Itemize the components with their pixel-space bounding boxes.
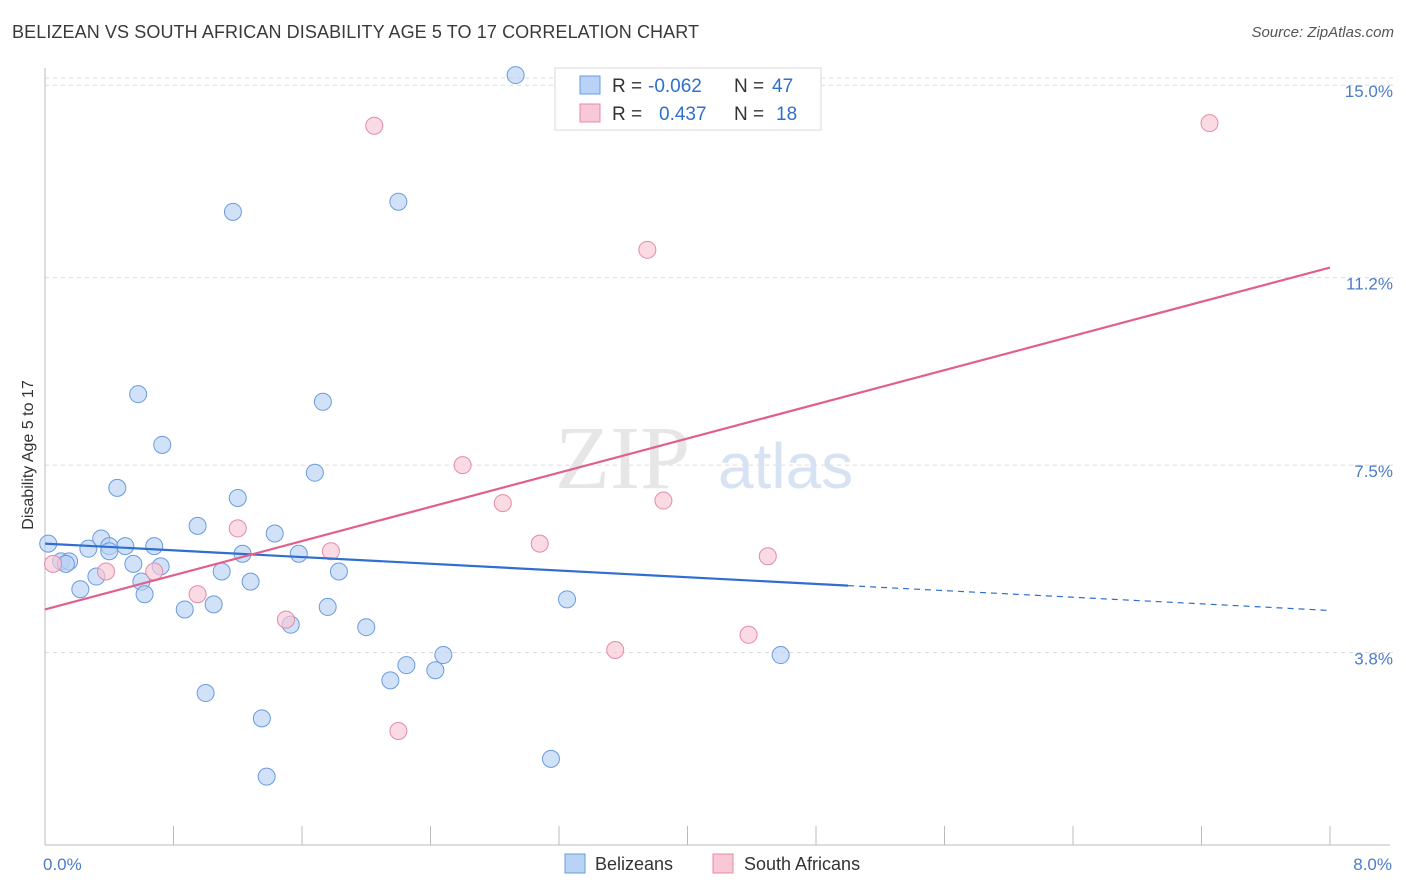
chart-title: BELIZEAN VS SOUTH AFRICAN DISABILITY AGE… [12, 22, 700, 42]
trend-line-south-africans [44, 266, 1331, 611]
data-point [228, 489, 247, 508]
data-point [313, 392, 332, 411]
legend-n-belizeans: 47 [772, 76, 793, 97]
x-tick-labels: 0.0% 8.0% [43, 855, 1392, 874]
watermark-atlas: atlas [718, 430, 853, 502]
data-point [305, 463, 324, 482]
data-point [145, 562, 164, 581]
data-point [558, 590, 577, 609]
data-point [606, 640, 625, 659]
y-tick-label: 15.0% [1345, 82, 1393, 101]
data-point [204, 595, 223, 614]
y-tick-label: 11.2% [1346, 275, 1393, 294]
correlation-legend: R = -0.062 N = 47 R = 0.437 N = 18 [554, 67, 822, 131]
data-point [541, 749, 560, 768]
data-point [223, 202, 242, 221]
data-point [1200, 114, 1219, 133]
data-point [252, 709, 271, 728]
legend-n-south-africans: 18 [776, 104, 797, 125]
data-point [108, 478, 127, 497]
data-point [97, 562, 116, 581]
data-point [79, 539, 98, 558]
legend-r-label: R = [612, 104, 642, 125]
trend-line-belizeans [44, 542, 849, 587]
data-point [357, 618, 376, 637]
data-point [321, 542, 340, 561]
data-point [153, 435, 172, 454]
data-point [276, 610, 295, 629]
data-point [212, 562, 231, 581]
y-tick-label: 7.5% [1354, 462, 1393, 481]
data-point [100, 542, 119, 561]
data-point [453, 456, 472, 475]
legend-n-label: N = [734, 76, 764, 97]
bottom-legend-south-africans: South Africans [744, 854, 860, 874]
data-point [506, 66, 525, 85]
data-point [71, 580, 90, 599]
x-tick-label: 0.0% [43, 855, 82, 874]
data-point [530, 534, 549, 553]
bottom-legend-swatch-south-africans [712, 853, 734, 874]
y-tick-label: 3.8% [1354, 650, 1393, 669]
data-point [44, 554, 63, 573]
data-point [318, 597, 337, 616]
data-point [365, 116, 384, 135]
trend-line-extension [848, 585, 1331, 612]
data-point [265, 524, 284, 543]
x-tick-label: 8.0% [1353, 855, 1392, 874]
source-credit: Source: ZipAtlas.com [1251, 24, 1394, 41]
series-legend: Belizeans South Africans [564, 853, 860, 874]
data-point [397, 656, 416, 675]
y-axis-title: Disability Age 5 to 17 [20, 380, 37, 530]
watermark: ZIP atlas [555, 409, 853, 508]
watermark-zip: ZIP [555, 409, 690, 508]
legend-r-belizeans: -0.062 [648, 76, 702, 97]
data-point [135, 585, 154, 604]
data-point [228, 519, 247, 538]
data-point [434, 646, 453, 665]
data-point [175, 600, 194, 619]
data-points [39, 66, 1219, 786]
data-point [739, 625, 758, 644]
data-point [638, 240, 657, 259]
data-point [129, 385, 148, 404]
trend-lines [44, 266, 1331, 612]
legend-n-label: N = [734, 104, 764, 125]
data-point [196, 684, 215, 703]
data-point [241, 572, 260, 591]
data-point [329, 562, 348, 581]
series-south-africans [44, 114, 1219, 741]
axes [44, 68, 1390, 846]
data-point [188, 585, 207, 604]
data-point [116, 537, 135, 556]
bottom-legend-belizeans: Belizeans [595, 854, 673, 874]
y-tick-labels: 3.8% 7.5% 11.2% 15.0% [1345, 82, 1393, 668]
data-point [389, 722, 408, 741]
data-point [289, 544, 308, 563]
legend-r-south-africans: 0.437 [659, 104, 707, 125]
bottom-legend-swatch-belizeans [564, 853, 586, 874]
legend-swatch-south-africans [579, 103, 601, 123]
data-point [145, 537, 164, 556]
data-point [389, 192, 408, 211]
data-point [426, 661, 445, 680]
gridlines [45, 77, 1395, 654]
data-point [493, 494, 512, 513]
data-point [124, 554, 143, 573]
data-point [758, 547, 777, 566]
legend-r-label: R = [612, 76, 642, 97]
data-point [257, 767, 276, 786]
data-point [654, 491, 673, 510]
data-point [381, 671, 400, 690]
legend-swatch-belizeans [579, 75, 601, 95]
data-point [771, 646, 790, 665]
data-point [188, 516, 207, 535]
